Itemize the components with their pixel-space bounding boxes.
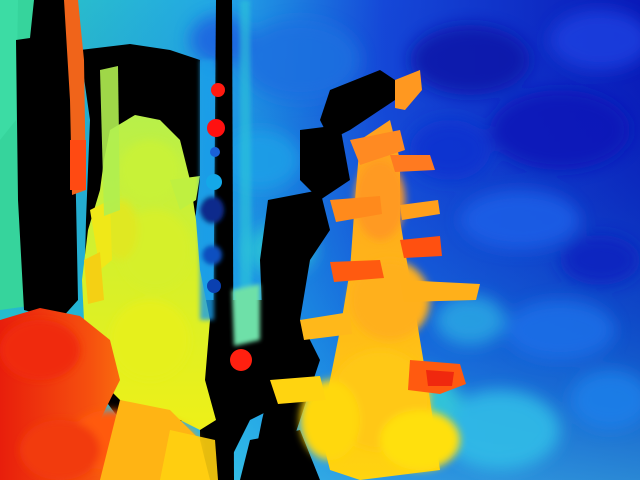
near-markers: [206, 83, 252, 371]
right-tree: [270, 70, 480, 480]
foreground-left: [0, 308, 218, 480]
left-edge-stripe: [100, 66, 120, 216]
thin-pole: [64, 0, 86, 195]
